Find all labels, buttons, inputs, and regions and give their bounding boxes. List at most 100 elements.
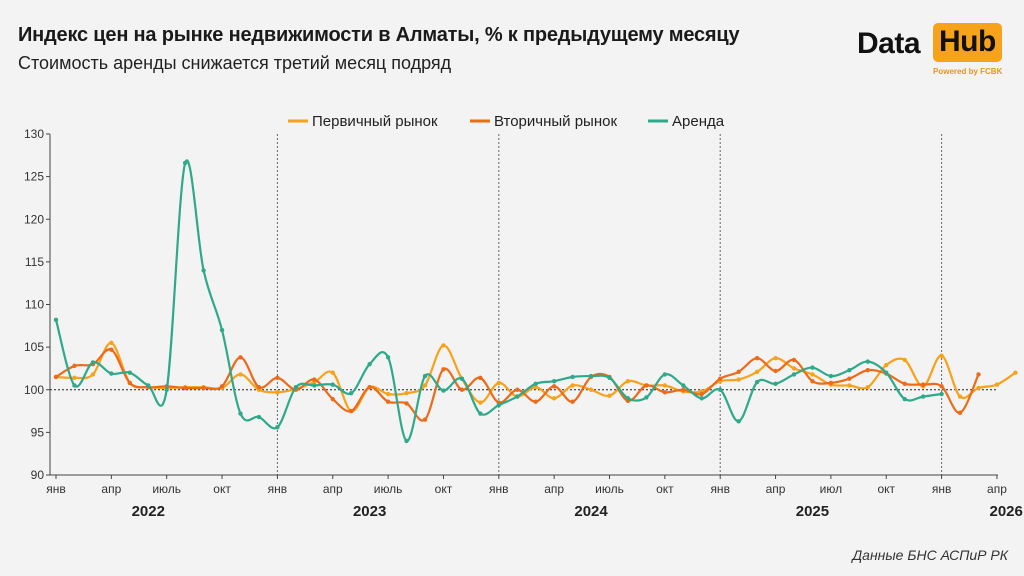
- data-point-secondary-market: [219, 384, 225, 389]
- x-tick-label: окт: [213, 482, 231, 496]
- data-point-secondary-market: [847, 376, 852, 381]
- data-point-secondary-market: [570, 399, 575, 404]
- x-tick-label: июль: [595, 482, 624, 496]
- data-point-secondary-market: [644, 383, 649, 388]
- data-point-rent: [53, 317, 59, 323]
- data-point-primary-market: [478, 400, 483, 405]
- y-tick-label: 110: [25, 298, 44, 312]
- data-point-secondary-market: [109, 347, 114, 352]
- data-point-rent: [182, 160, 188, 166]
- data-point-secondary-market: [201, 385, 206, 391]
- data-point-rent: [275, 425, 280, 430]
- data-point-secondary-market: [976, 372, 981, 377]
- data-point-primary-market: [976, 385, 981, 391]
- legend-label: Аренда: [672, 113, 725, 130]
- data-point-primary-market: [810, 372, 815, 377]
- series-rent: [53, 159, 944, 444]
- data-point-secondary-market: [404, 401, 409, 406]
- data-point-primary-market: [404, 390, 409, 396]
- data-point-rent: [515, 394, 520, 399]
- data-point-secondary-market: [754, 356, 760, 361]
- data-point-secondary-market: [312, 377, 317, 382]
- data-point-secondary-market: [865, 367, 870, 373]
- data-point-primary-market: [588, 387, 594, 392]
- data-source: Данные БНС АСПиР РК: [852, 547, 1008, 563]
- y-tick-label: 115: [25, 255, 44, 269]
- data-point-primary-market: [939, 353, 944, 358]
- data-point-primary-market: [422, 383, 428, 388]
- data-point-rent: [109, 371, 114, 376]
- data-point-secondary-market: [53, 374, 59, 380]
- data-point-primary-market: [330, 370, 335, 375]
- data-point-secondary-market: [441, 367, 446, 372]
- data-point-secondary-market: [533, 399, 538, 404]
- data-point-primary-market: [847, 383, 852, 388]
- data-point-primary-market: [884, 362, 889, 368]
- logo-data-text: Data: [857, 27, 921, 60]
- data-point-rent: [662, 372, 668, 377]
- data-point-rent: [865, 359, 870, 364]
- y-tick-label: 130: [24, 127, 44, 141]
- data-point-primary-market: [441, 343, 446, 348]
- data-point-primary-market: [238, 372, 243, 377]
- x-tick-label: окт: [877, 482, 895, 496]
- data-point-primary-market: [533, 384, 538, 390]
- data-point-rent: [238, 411, 243, 416]
- chart-legend: Первичный рынок Вторичный рынок Аренда: [288, 113, 725, 130]
- legend-item-secondary-market: Вторичный рынок: [470, 113, 617, 130]
- data-point-rent: [570, 374, 575, 380]
- data-point-secondary-market: [238, 355, 243, 360]
- data-point-rent: [478, 411, 483, 416]
- data-point-secondary-market: [127, 380, 132, 386]
- data-point-secondary-market: [957, 410, 963, 415]
- data-point-rent: [90, 360, 96, 365]
- data-point-primary-market: [902, 357, 907, 363]
- year-label: 2024: [574, 503, 608, 520]
- x-tick-label: апр: [766, 482, 786, 496]
- data-point-rent: [699, 396, 704, 401]
- data-point-secondary-market: [920, 382, 926, 387]
- data-point-rent: [146, 383, 151, 388]
- data-point-rent: [330, 382, 335, 387]
- chart-title: Индекс цен на рынке недвижимости в Алмат…: [18, 24, 740, 46]
- legend-label: Первичный рынок: [312, 113, 438, 130]
- series-secondary-market: [53, 347, 981, 422]
- data-point-rent: [754, 379, 760, 385]
- data-point-secondary-market: [330, 396, 335, 402]
- data-point-rent: [828, 373, 834, 379]
- data-point-primary-market: [773, 356, 778, 361]
- data-point-rent: [920, 394, 926, 399]
- data-point-rent: [219, 327, 225, 333]
- data-point-primary-market: [625, 379, 631, 384]
- y-tick-label: 120: [24, 212, 44, 226]
- x-tick-label: апр: [987, 482, 1007, 496]
- data-point-primary-market: [275, 390, 280, 395]
- data-point-primary-market: [957, 394, 963, 399]
- data-point-rent: [201, 268, 206, 273]
- legend-item-rent: Аренда: [648, 113, 725, 130]
- data-point-rent: [736, 419, 741, 424]
- data-point-rent: [681, 383, 686, 388]
- data-point-rent: [459, 376, 465, 381]
- data-point-rent: [773, 381, 778, 386]
- data-point-primary-market: [551, 396, 557, 401]
- data-point-rent: [810, 365, 815, 370]
- data-point-secondary-market: [662, 390, 668, 395]
- data-point-primary-market: [754, 369, 760, 375]
- axis-layer: 90 95 100 105 110 115 120 125 130 янв апр июль окт ян…: [24, 127, 1023, 520]
- data-point-primary-market: [736, 377, 741, 382]
- data-point-rent: [367, 361, 372, 367]
- year-label: 2022: [132, 503, 165, 520]
- data-point-secondary-market: [182, 385, 188, 391]
- data-point-primary-market: [865, 384, 870, 390]
- x-tick-label: июл: [820, 482, 842, 496]
- y-tick-label: 100: [24, 383, 44, 397]
- data-point-rent: [625, 396, 631, 401]
- data-point-primary-market: [496, 380, 501, 386]
- x-tick-label: янв: [489, 482, 509, 496]
- x-tick-label: янв: [268, 482, 288, 496]
- data-point-rent: [293, 384, 299, 390]
- data-point-secondary-market: [828, 380, 834, 386]
- data-point-primary-market: [72, 375, 77, 381]
